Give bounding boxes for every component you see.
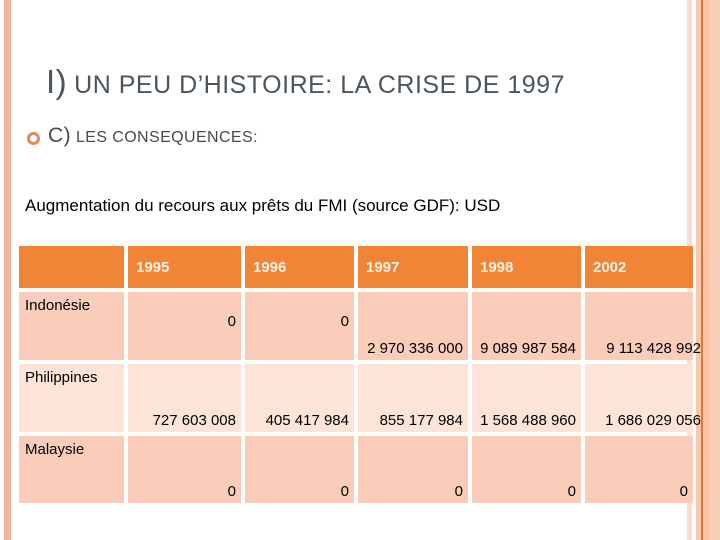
table-cell: 0 [245, 436, 354, 503]
bullet-circle-icon [27, 131, 40, 145]
table-cell: 1 568 488 960 [472, 364, 581, 432]
header-cell-1997: 1997 [358, 246, 468, 288]
header-cell-1998: 1998 [472, 246, 581, 288]
table-cell: 0 [472, 436, 581, 503]
subtitle-text: LES CONSEQUENCES: [75, 129, 258, 146]
stripe [709, 0, 720, 540]
header-cell-empty [19, 246, 124, 288]
table-cell: 405 417 984 [245, 364, 354, 432]
stripe [692, 0, 696, 540]
data-table: 1995 1996 1997 1998 2002 Indonésie 0 0 2… [19, 246, 701, 503]
table-cell: 1 686 029 056 [585, 364, 701, 432]
stripe-dark-line [701, 0, 703, 540]
subtitle-bullet-line: C) LES CONSEQUENCES: [27, 124, 258, 148]
table-cell: 0 [245, 292, 354, 360]
stripe [703, 0, 709, 540]
table-cell: 0 [358, 436, 468, 503]
row-label-malaysie: Malaysie [19, 436, 124, 503]
table-cell: 9 089 987 584 [472, 292, 581, 360]
left-accent-bar [4, 0, 11, 540]
slide-title: I) UN PEU D’HISTOIRE: LA CRISE DE 1997 [46, 62, 565, 102]
stripe [696, 0, 701, 540]
table-cell: 9 113 428 992 [585, 292, 701, 360]
table-cell: 2 970 336 000 [358, 292, 468, 360]
title-text: UN PEU D’HISTOIRE: LA CRISE DE 1997 [74, 71, 565, 99]
table-cell: 727 603 008 [128, 364, 241, 432]
subtitle-prefix: C) [48, 124, 71, 147]
table-cell: 855 177 984 [358, 364, 468, 432]
row-label-philippines: Philippines [19, 364, 124, 432]
title-prefix: I) [46, 63, 68, 100]
header-cell-1996: 1996 [245, 246, 354, 288]
table-cell: 0 [585, 436, 693, 503]
header-cell-2002: 2002 [585, 246, 693, 288]
table-cell: 0 [128, 292, 241, 360]
row-label-indonesie: Indonésie [19, 292, 124, 360]
header-cell-1995: 1995 [128, 246, 241, 288]
table-cell: 0 [128, 436, 241, 503]
body-text: Augmentation du recours aux prêts du FMI… [25, 196, 501, 215]
